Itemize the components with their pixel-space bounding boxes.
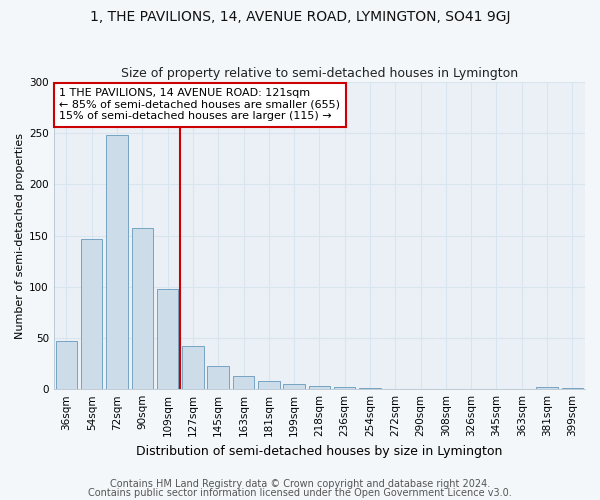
Bar <box>359 388 381 389</box>
Bar <box>258 381 280 389</box>
Y-axis label: Number of semi-detached properties: Number of semi-detached properties <box>15 132 25 338</box>
Bar <box>208 366 229 389</box>
Bar <box>131 228 153 389</box>
Bar <box>308 386 330 389</box>
Bar <box>157 289 178 389</box>
Text: Contains public sector information licensed under the Open Government Licence v3: Contains public sector information licen… <box>88 488 512 498</box>
Text: 1 THE PAVILIONS, 14 AVENUE ROAD: 121sqm
← 85% of semi-detached houses are smalle: 1 THE PAVILIONS, 14 AVENUE ROAD: 121sqm … <box>59 88 340 122</box>
Bar <box>562 388 583 389</box>
Bar <box>56 341 77 389</box>
Bar <box>182 346 203 389</box>
Text: 1, THE PAVILIONS, 14, AVENUE ROAD, LYMINGTON, SO41 9GJ: 1, THE PAVILIONS, 14, AVENUE ROAD, LYMIN… <box>90 10 510 24</box>
X-axis label: Distribution of semi-detached houses by size in Lymington: Distribution of semi-detached houses by … <box>136 444 503 458</box>
Bar <box>106 136 128 389</box>
Title: Size of property relative to semi-detached houses in Lymington: Size of property relative to semi-detach… <box>121 66 518 80</box>
Bar <box>536 387 558 389</box>
Bar <box>334 387 355 389</box>
Bar <box>81 238 103 389</box>
Bar <box>233 376 254 389</box>
Bar <box>283 384 305 389</box>
Text: Contains HM Land Registry data © Crown copyright and database right 2024.: Contains HM Land Registry data © Crown c… <box>110 479 490 489</box>
